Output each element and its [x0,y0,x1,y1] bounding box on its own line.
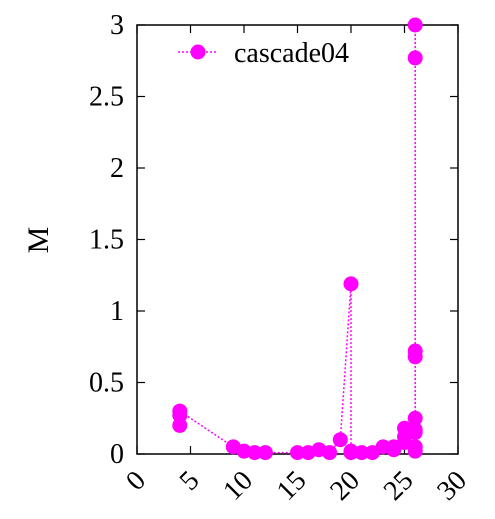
data-point [407,17,423,33]
data-point [407,410,423,426]
data-point [407,343,423,359]
data-point [322,445,338,461]
y-tick-label: 1 [110,296,124,327]
plot-frame [136,24,459,455]
data-point [407,443,423,459]
data-point [407,422,423,438]
data-point [354,445,370,461]
y-tick-label: 3 [110,10,124,41]
y-tick-label: 0.5 [89,368,124,399]
y-tick-label: 2.5 [89,82,124,113]
y-tick-label: 2 [110,153,124,184]
x-tick-label: 15 [271,465,313,507]
data-point [332,432,348,448]
legend-label: cascade04 [234,38,349,69]
data-point [343,276,359,292]
data-point [257,445,273,461]
data-point [290,445,305,461]
data-point [247,445,263,461]
x-tick-label: 0 [120,465,152,497]
y-axis: 0 0.5 1 1.5 2 2.5 3 [89,10,458,470]
x-tick-label: 20 [324,465,366,507]
x-tick-label: 10 [217,465,259,507]
data-point [172,403,188,419]
x-tick-label: 30 [431,465,473,507]
x-tick-label: 5 [174,465,206,497]
y-tick-label: 1.5 [89,225,124,256]
series-line [179,25,416,454]
x-tick-label: 25 [378,465,420,507]
legend-swatch-marker [190,44,206,60]
series-layer [172,17,423,461]
data-point [407,50,423,66]
y-axis-label: M [22,227,55,254]
legend: cascade04 [178,38,349,69]
y-tick-label: 0 [110,439,124,470]
data-point [343,445,359,461]
